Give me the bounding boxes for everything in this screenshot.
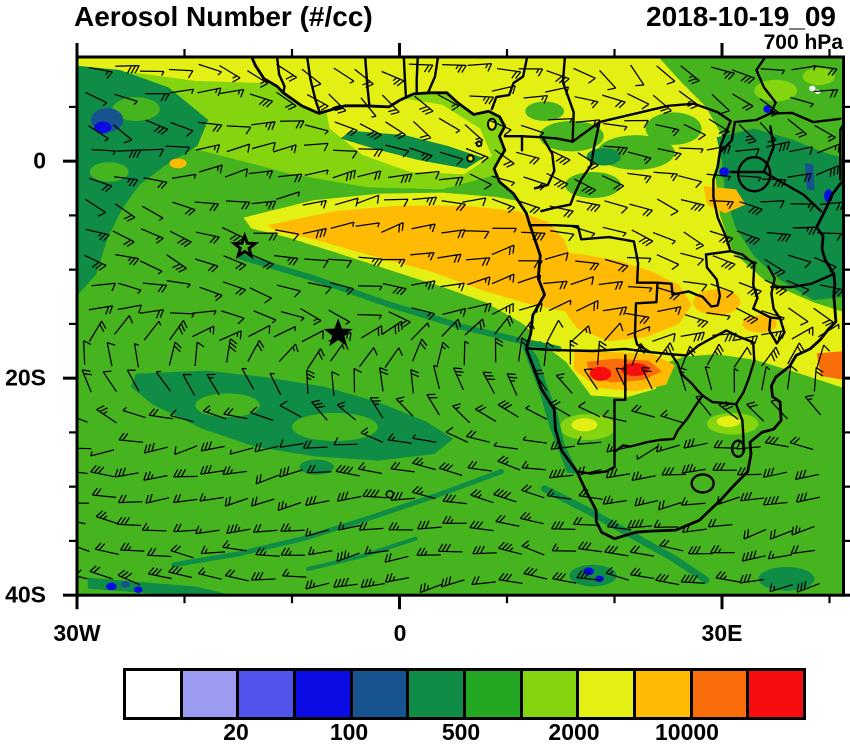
colorbar-cell: [126, 671, 180, 717]
colorbar-cell: [236, 671, 294, 717]
colorbar-label-100: 100: [329, 719, 369, 745]
star-ascension-island: [230, 231, 260, 260]
y-axis-label-0: 0: [33, 147, 46, 174]
colorbar-cell: [406, 671, 464, 717]
page-title: Aerosol Number (#/cc): [74, 1, 373, 32]
colorbar-cell: [349, 671, 407, 717]
colorbar-cell: [633, 671, 690, 717]
x-axis-label-30w: 30W: [53, 620, 101, 646]
map-frame: [75, 55, 845, 597]
pressure-level-label: 700 hPa: [763, 31, 843, 54]
island-star-markers: [230, 231, 353, 347]
colorbar-cell: [689, 671, 747, 717]
star-st-helena-island: [323, 318, 353, 347]
timestamp-label: 2018-10-19_09: [646, 1, 836, 32]
colorbar-cell: [293, 671, 350, 717]
colorbar-cell: [746, 671, 804, 717]
x-axis-label-30e: 30E: [701, 620, 743, 646]
colorbar-label-20: 20: [223, 719, 249, 745]
colorbar-cell: [576, 671, 634, 717]
colorbar: [123, 668, 806, 720]
colorbar-cell: [519, 671, 577, 717]
x-axis-label-0: 0: [393, 620, 407, 646]
y-axis-label-20s: 20S: [5, 364, 46, 391]
colorbar-cell: [179, 671, 237, 717]
colorbar-cell: [463, 671, 520, 717]
colorbar-label-10000: 10000: [655, 719, 719, 745]
y-axis-label-40s: 40S: [5, 581, 46, 608]
colorbar-label-2000: 2000: [548, 719, 600, 745]
colorbar-label-500: 500: [441, 719, 481, 745]
wind-barb-field: [77, 62, 844, 594]
map-canvas: [63, 43, 850, 610]
